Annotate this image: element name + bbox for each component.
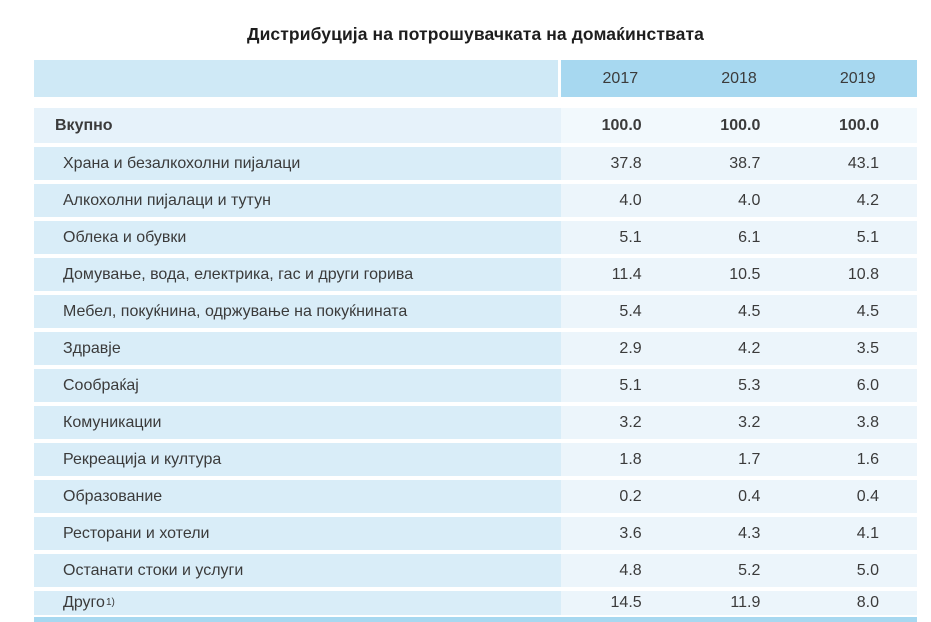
- row-value: 3.5: [856, 339, 880, 357]
- row-value: 10.8: [847, 265, 880, 283]
- row-value: 4.1: [856, 524, 880, 542]
- header-label-cell: [34, 60, 558, 97]
- row-value: 4.5: [856, 302, 880, 320]
- row-value: 14.5: [610, 594, 642, 611]
- row-value: 0.4: [738, 487, 761, 505]
- row-label: Алкохолни пијалаци и тутун: [34, 184, 561, 217]
- row-value: 43.1: [847, 154, 880, 172]
- table-row: Домување, вода, електрика, гас и други г…: [34, 258, 917, 291]
- table-header-row: 2017 2018 2019: [34, 60, 917, 97]
- year-column-header-2018: 2018: [721, 69, 757, 87]
- row-value: 4.0: [738, 191, 761, 209]
- table-row: Ресторани и хотели 3.6 4.3 4.1: [34, 517, 917, 550]
- row-value: 38.7: [729, 154, 761, 172]
- row-label: Останати стоки и услуги: [34, 554, 561, 587]
- row-value: 0.2: [619, 487, 642, 505]
- row-value: 3.6: [619, 524, 642, 542]
- row-value: 3.2: [619, 413, 642, 431]
- table-row: Останати стоки и услуги 4.8 5.2 5.0: [34, 554, 917, 587]
- row-value: 4.2: [738, 339, 761, 357]
- row-value: 1.6: [856, 450, 880, 468]
- year-column-header-2019: 2019: [839, 69, 876, 87]
- row-label: Рекреација и култура: [34, 443, 561, 476]
- table-row: Алкохолни пијалаци и тутун 4.0 4.0 4.2: [34, 184, 917, 217]
- row-value: 4.5: [738, 302, 761, 320]
- row-value: 37.8: [610, 154, 642, 172]
- row-value: 2.9: [619, 339, 642, 357]
- row-value: 5.0: [856, 561, 880, 579]
- row-label: Домување, вода, електрика, гас и други г…: [34, 258, 561, 291]
- table-row-total: Вкупно 100.0 100.0 100.0: [34, 108, 917, 143]
- table-row: Друго 1) 14.5 11.9 8.0: [34, 591, 917, 615]
- row-label: Мебел, покуќнина, одржување на покуќнина…: [34, 295, 561, 328]
- row-label: Друго 1): [34, 591, 561, 615]
- row-label: Образование: [34, 480, 561, 513]
- row-value: 5.1: [856, 228, 880, 246]
- row-value: 5.1: [619, 228, 642, 246]
- row-label: Сообраќај: [34, 369, 561, 402]
- year-columns-header: 2017 2018 2019: [561, 60, 917, 97]
- row-value: 100.0: [838, 116, 880, 134]
- row-value: 5.1: [619, 376, 642, 394]
- page-title: Дистрибуција на потрошувачката на домаќи…: [247, 24, 704, 44]
- consumption-table: 2017 2018 2019 Вкупно 100.0 100.0 100.0 …: [34, 60, 917, 622]
- row-label: Вкупно: [34, 108, 561, 143]
- table-row: Комуникации 3.2 3.2 3.8: [34, 406, 917, 439]
- row-value: 11.9: [730, 594, 761, 611]
- row-value: 4.8: [619, 561, 642, 579]
- row-value: 5.3: [738, 376, 761, 394]
- table-bottom-border: [34, 617, 917, 622]
- row-value: 10.5: [729, 265, 761, 283]
- table-row: Сообраќај 5.1 5.3 6.0: [34, 369, 917, 402]
- row-value: 6.1: [738, 228, 761, 246]
- row-value: 1.7: [738, 450, 761, 468]
- row-value: 11.4: [611, 265, 642, 283]
- row-value: 6.0: [856, 376, 880, 394]
- row-value: 100.0: [601, 116, 642, 134]
- table-row: Облека и обувки 5.1 6.1 5.1: [34, 221, 917, 254]
- row-value: 5.2: [738, 561, 761, 579]
- year-column-header-2017: 2017: [602, 69, 639, 87]
- row-value: 4.2: [856, 191, 880, 209]
- table-row: Образование 0.2 0.4 0.4: [34, 480, 917, 513]
- row-value: 4.3: [738, 524, 761, 542]
- table-row: Рекреација и култура 1.8 1.7 1.6: [34, 443, 917, 476]
- row-label: Ресторани и хотели: [34, 517, 561, 550]
- row-value: 8.0: [856, 594, 880, 611]
- row-value: 3.8: [856, 413, 880, 431]
- row-value: 1.8: [619, 450, 642, 468]
- table-row: Мебел, покуќнина, одржување на покуќнина…: [34, 295, 917, 328]
- row-label: Здравје: [34, 332, 561, 365]
- row-label: Облека и обувки: [34, 221, 561, 254]
- row-value: 100.0: [720, 116, 761, 134]
- row-value: 3.2: [738, 413, 761, 431]
- table-row: Храна и безалкохолни пијалаци 37.8 38.7 …: [34, 147, 917, 180]
- row-value: 0.4: [856, 487, 880, 505]
- table-row: Здравје 2.9 4.2 3.5: [34, 332, 917, 365]
- row-label: Храна и безалкохолни пијалаци: [34, 147, 561, 180]
- row-value: 4.0: [619, 191, 642, 209]
- row-value: 5.4: [619, 302, 642, 320]
- row-label: Комуникации: [34, 406, 561, 439]
